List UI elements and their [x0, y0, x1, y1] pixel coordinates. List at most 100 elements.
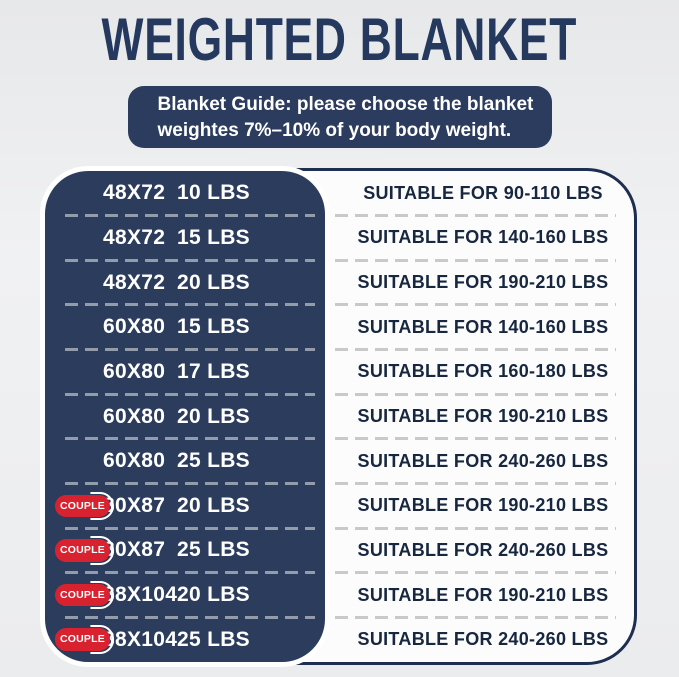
suitable-cell: SUITABLE FOR 190-210 LBS [357, 495, 609, 516]
table-row: COUPLE 80X87 25 LBS SUITABLE FOR 240-260… [45, 528, 634, 573]
suitable-cell: SUITABLE FOR 140-160 LBS [357, 316, 609, 337]
divider-dashes-navy [65, 437, 315, 441]
table-row: 48X72 20 LBS SUITABLE FOR 190-210 LBS [45, 260, 634, 305]
row-left-section: 48X72 20 LBS [45, 271, 332, 295]
badge-slot [55, 321, 103, 333]
weight-cell: 20 LBS [177, 493, 250, 517]
suitable-cell: SUITABLE FOR 240-260 LBS [357, 450, 609, 471]
table-row: COUPLE 88X104 25 LBS SUITABLE FOR 240-26… [45, 617, 634, 662]
row-right-section: SUITABLE FOR 140-160 LBS [332, 317, 634, 338]
size-cell: 80X87 [103, 493, 166, 517]
badge-slot: COUPLE [55, 539, 110, 562]
couple-badge: COUPLE [55, 494, 110, 518]
weight-cell: 15 LBS [177, 315, 250, 339]
divider-dashes-white [335, 481, 616, 485]
size-cell: 60X80 [103, 449, 166, 473]
weight-cell: 20 LBS [177, 270, 250, 294]
row-left-section: 60X80 17 LBS [45, 360, 332, 384]
weight-cell: 15 LBS [177, 225, 250, 249]
badge-slot [55, 187, 103, 199]
suitable-cell: SUITABLE FOR 190-210 LBS [357, 406, 609, 427]
table-row: 48X72 15 LBS SUITABLE FOR 140-160 LBS [45, 216, 634, 261]
divider-dashes-navy [65, 303, 315, 307]
table-row: COUPLE 88X104 20 LBS SUITABLE FOR 190-21… [45, 573, 634, 618]
table-row: 48X72 10 LBS SUITABLE FOR 90-110 LBS [45, 171, 634, 216]
divider-dashes-navy [65, 481, 315, 485]
row-left-section: COUPLE 80X87 20 LBS [45, 494, 332, 518]
divider-dashes-white [335, 526, 616, 530]
row-right-section: SUITABLE FOR 190-210 LBS [332, 495, 634, 516]
size-cell: 80X87 [103, 538, 166, 562]
divider-dashes-white [335, 615, 616, 619]
divider-dashes-white [335, 303, 616, 307]
divider-dashes-white [335, 437, 616, 441]
row-left-section: COUPLE 88X104 20 LBS [45, 583, 332, 607]
badge-slot [55, 277, 103, 289]
table-row: 60X80 25 LBS SUITABLE FOR 240-260 LBS [45, 439, 634, 484]
badge-slot: COUPLE [55, 494, 110, 518]
couple-badge: COUPLE [55, 628, 110, 651]
suitable-cell: SUITABLE FOR 160-180 LBS [357, 361, 609, 382]
suitable-cell: SUITABLE FOR 240-260 LBS [357, 629, 609, 650]
weight-cell: 25 LBS [177, 449, 250, 473]
table-row: 60X80 20 LBS SUITABLE FOR 190-210 LBS [45, 394, 634, 439]
row-right-section: SUITABLE FOR 160-180 LBS [332, 361, 634, 382]
size-cell: 48X72 [103, 181, 166, 205]
weight-cell: 10 LBS [177, 181, 250, 205]
weight-cell: 20 LBS [177, 583, 250, 607]
divider-dashes-navy [65, 615, 315, 619]
divider-dashes-navy [65, 571, 315, 575]
size-cell: 88X104 [103, 583, 178, 607]
divider-dashes-navy [65, 526, 315, 530]
weight-cell: 25 LBS [177, 538, 250, 562]
suitable-cell: SUITABLE FOR 190-210 LBS [357, 584, 609, 605]
page-title-text: WEIGHTED BLANKET [101, 6, 578, 73]
divider-dashes-white [335, 392, 616, 396]
page-title: WEIGHTED BLANKET [0, 8, 679, 72]
divider-dashes-navy [65, 214, 315, 218]
banner-line-2: weightes 7%–10% of your body weight. [157, 120, 512, 141]
divider-dashes-navy [65, 392, 315, 396]
weight-cell: 25 LBS [177, 627, 250, 651]
row-right-section: SUITABLE FOR 240-260 LBS [332, 629, 634, 650]
size-guide-table: 48X72 10 LBS SUITABLE FOR 90-110 LBS 48X… [40, 166, 637, 667]
row-right-section: SUITABLE FOR 140-160 LBS [332, 227, 634, 248]
banner-line-1: Blanket Guide: please choose the blanket [157, 94, 534, 115]
divider-dashes-navy [65, 348, 315, 352]
suitable-cell: SUITABLE FOR 90-110 LBS [363, 182, 603, 203]
divider-dashes-white [335, 214, 616, 218]
row-left-section: 60X80 15 LBS [45, 315, 332, 339]
row-right-section: SUITABLE FOR 90-110 LBS [332, 183, 634, 204]
row-left-section: 48X72 15 LBS [45, 226, 332, 250]
badge-slot [55, 232, 103, 244]
couple-badge: COUPLE [55, 583, 110, 607]
row-left-section: 60X80 25 LBS [45, 449, 332, 473]
table-row: COUPLE 80X87 20 LBS SUITABLE FOR 190-210… [45, 483, 634, 528]
row-left-section: COUPLE 80X87 25 LBS [45, 538, 332, 562]
size-cell: 60X80 [103, 404, 166, 428]
weighted-blanket-infographic: WEIGHTED BLANKET Blanket Guide: please c… [0, 8, 679, 677]
weight-cell: 17 LBS [177, 359, 250, 383]
badge-slot [55, 411, 103, 423]
row-left-section: COUPLE 88X104 25 LBS [45, 628, 332, 652]
table-row: 60X80 15 LBS SUITABLE FOR 140-160 LBS [45, 305, 634, 350]
badge-slot [55, 366, 103, 378]
row-right-section: SUITABLE FOR 240-260 LBS [332, 540, 634, 561]
badge-slot: COUPLE [55, 628, 110, 651]
row-right-section: SUITABLE FOR 190-210 LBS [332, 272, 634, 293]
weight-cell: 20 LBS [177, 404, 250, 428]
guide-banner: Blanket Guide: please choose the blanket… [127, 86, 552, 148]
badge-slot [55, 455, 103, 467]
couple-badge: COUPLE [55, 539, 110, 562]
suitable-cell: SUITABLE FOR 240-260 LBS [357, 539, 609, 560]
divider-dashes-navy [65, 258, 315, 262]
row-right-section: SUITABLE FOR 190-210 LBS [332, 585, 634, 606]
row-left-section: 48X72 10 LBS [45, 181, 332, 205]
divider-dashes-white [335, 258, 616, 262]
size-cell: 60X80 [103, 315, 166, 339]
suitable-cell: SUITABLE FOR 190-210 LBS [357, 272, 609, 293]
row-right-section: SUITABLE FOR 240-260 LBS [332, 451, 634, 472]
size-cell: 48X72 [103, 270, 166, 294]
size-cell: 88X104 [103, 627, 178, 651]
row-left-section: 60X80 20 LBS [45, 405, 332, 429]
